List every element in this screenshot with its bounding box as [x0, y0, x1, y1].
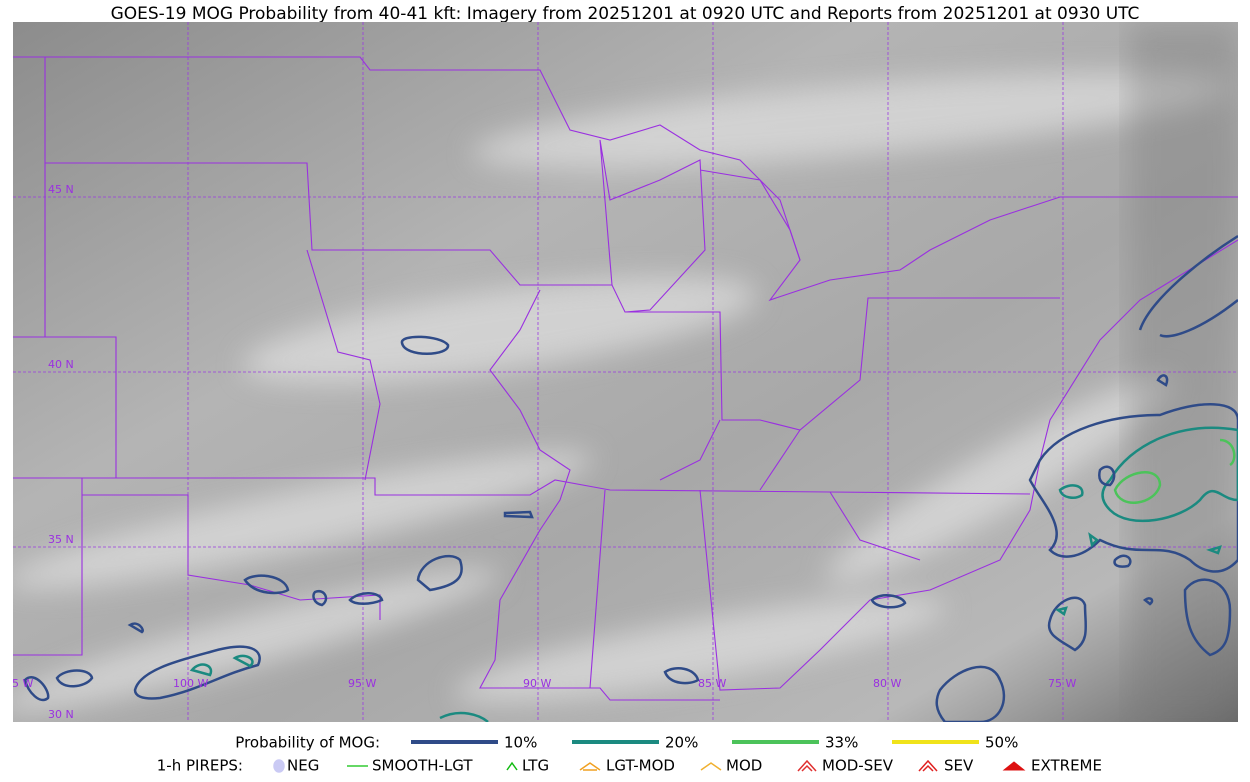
pirep-icon: [579, 762, 601, 771]
legend-label: SMOOTH-LGT: [372, 757, 473, 775]
legend-title: 1-h PIREPS:: [157, 757, 243, 775]
legend: Probability of MOG: 1-h PIREPS: 10% 20% 33…: [157, 734, 1102, 775]
latitude-label: 35 N: [48, 533, 74, 546]
longitude-label: 80 W: [873, 677, 901, 690]
legend-label: SEV: [944, 757, 974, 775]
legend-label: LGT-MOD: [606, 757, 675, 775]
grid: [13, 22, 1238, 722]
pirep-icon: [797, 759, 817, 772]
pirep-icon: [700, 762, 722, 771]
legend-label: 10%: [504, 734, 537, 752]
pirep-icon: [918, 759, 938, 772]
longitude-label: 100 W: [173, 677, 208, 690]
map: 45 N 40 N 35 N 30 N 105 W 100 W 95 W 90 W 85 W 80…: [0, 22, 1238, 722]
latitude-label: 30 N: [48, 708, 74, 721]
legend-label: MOD-SEV: [822, 757, 894, 775]
legend-label: 20%: [665, 734, 698, 752]
pirep-icon: [506, 761, 518, 771]
pirep-icon: [273, 759, 285, 773]
latitude-label: 40 N: [48, 358, 74, 371]
legend-label: EXTREME: [1031, 757, 1102, 775]
longitude-label: 90 W: [523, 677, 551, 690]
grid-labels: 45 N 40 N 35 N 30 N 105 W 100 W 95 W 90 W 85 W 80…: [0, 183, 1076, 721]
borders: [13, 56, 1238, 701]
title: GOES-19 MOG Probability from 40-41 kft: …: [111, 4, 1140, 24]
mog-contours: [23, 234, 1238, 722]
legend-label: LTG: [522, 757, 549, 775]
legend-label: MOD: [726, 757, 762, 775]
legend-label: NEG: [287, 757, 319, 775]
latitude-label: 45 N: [48, 183, 74, 196]
longitude-label: 75 W: [1048, 677, 1076, 690]
longitude-label: 105 W: [0, 677, 33, 690]
legend-title: Probability of MOG:: [235, 734, 380, 752]
legend-label: 33%: [825, 734, 858, 752]
longitude-label: 85 W: [698, 677, 726, 690]
longitude-label: 95 W: [348, 677, 376, 690]
legend-label: 50%: [985, 734, 1018, 752]
cloud-streaks: [13, 71, 1229, 712]
pirep-icon: [1002, 761, 1026, 771]
